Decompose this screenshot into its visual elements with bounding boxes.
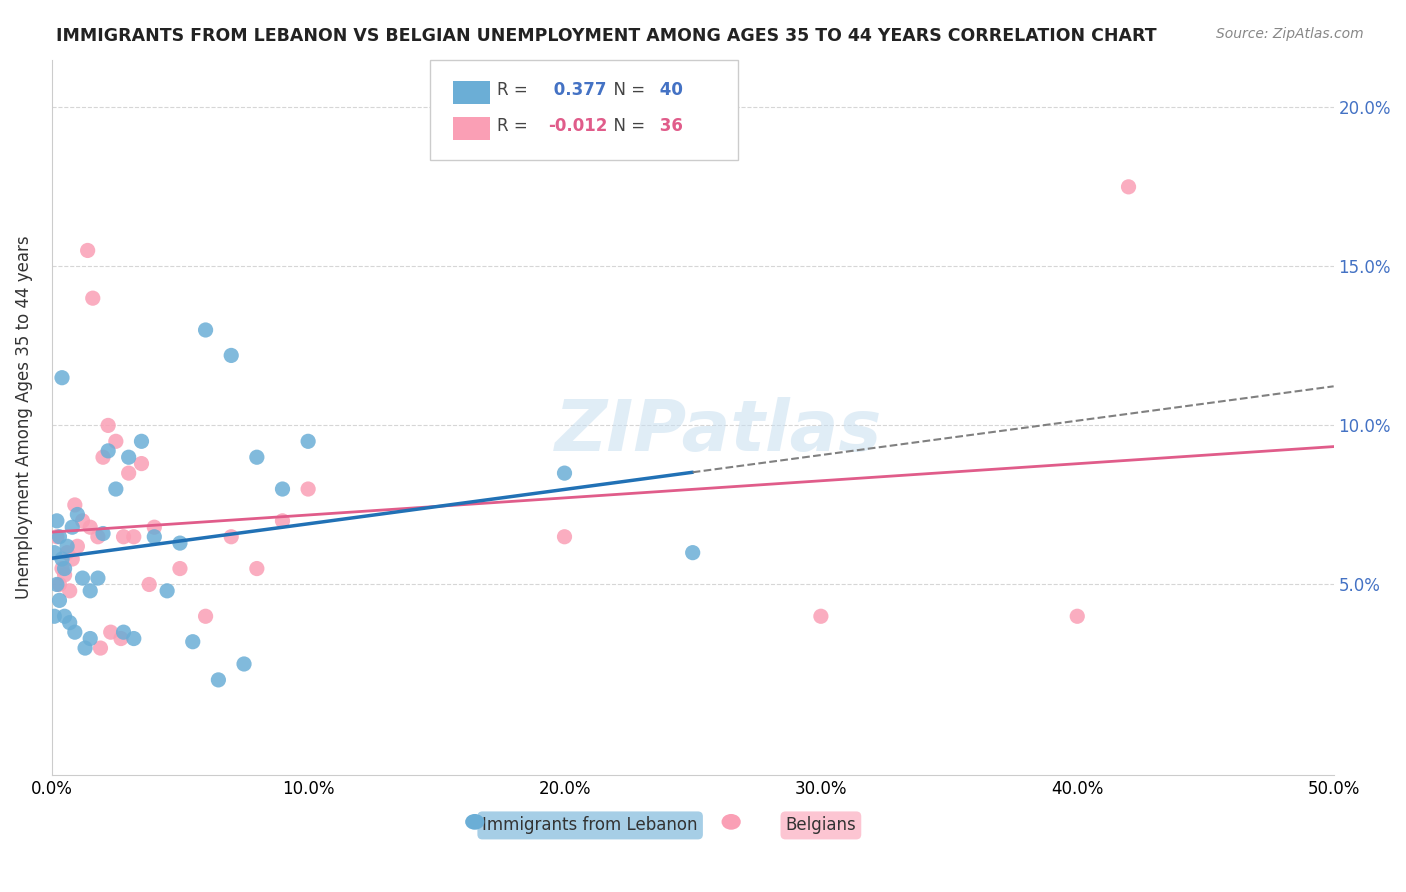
Point (56, 539, 79, 553)
Point (79, 632, 101, 646)
Point (51, 552, 73, 566)
Point (233, 657, 256, 671)
Point (53, 568, 76, 582)
Point (169, 561, 191, 575)
Ellipse shape (465, 814, 485, 830)
Point (48, 593, 70, 607)
Point (97, 443, 120, 458)
Point (118, 466, 141, 480)
FancyBboxPatch shape (430, 60, 738, 160)
Point (181, 634, 204, 648)
Point (156, 583, 179, 598)
Point (246, 561, 269, 575)
Point (66, 539, 89, 553)
Point (271, 482, 294, 496)
Point (122, 632, 145, 646)
Point (44, 609, 66, 624)
Point (48, 530, 70, 544)
Point (112, 625, 135, 640)
Point (56, 546, 79, 560)
Point (104, 482, 127, 496)
Point (112, 530, 135, 544)
Point (682, 546, 704, 560)
Text: N =: N = (603, 117, 645, 136)
Point (219, 530, 242, 544)
Text: N =: N = (603, 81, 645, 99)
FancyBboxPatch shape (453, 81, 491, 104)
Point (143, 530, 166, 544)
Point (53, 609, 76, 624)
Point (51, 561, 73, 575)
Point (91, 450, 114, 465)
Text: Immigrants from Lebanon: Immigrants from Lebanon (482, 816, 697, 834)
FancyBboxPatch shape (453, 117, 491, 140)
Point (66, 508, 89, 522)
Point (207, 673, 229, 687)
Point (44, 546, 66, 560)
Point (79, 583, 101, 598)
Point (91, 526, 114, 541)
Point (553, 466, 575, 480)
Point (110, 632, 132, 646)
Point (810, 609, 832, 624)
Point (97, 418, 120, 433)
Point (100, 625, 122, 640)
Point (63, 625, 86, 640)
Text: R =: R = (496, 117, 527, 136)
Point (131, 434, 153, 449)
Ellipse shape (721, 814, 741, 830)
Point (75, 641, 97, 656)
Point (53, 561, 76, 575)
Point (104, 434, 127, 449)
Text: Source: ZipAtlas.com: Source: ZipAtlas.com (1216, 27, 1364, 41)
Point (82, 291, 104, 305)
Point (246, 450, 269, 465)
Point (87, 571, 110, 585)
Point (60, 552, 83, 566)
Point (51, 370, 73, 384)
Point (1066, 609, 1088, 624)
Point (48, 577, 70, 591)
Text: R =: R = (496, 81, 527, 99)
Point (59, 615, 82, 630)
Point (297, 482, 319, 496)
Point (45, 514, 67, 528)
Point (194, 609, 217, 624)
Text: 40: 40 (654, 81, 683, 99)
Text: Belgians: Belgians (786, 816, 856, 834)
Point (45, 577, 67, 591)
Point (169, 536, 191, 550)
Point (297, 434, 319, 449)
Point (76, 244, 98, 258)
Text: IMMIGRANTS FROM LEBANON VS BELGIAN UNEMPLOYMENT AMONG AGES 35 TO 44 YEARS CORREL: IMMIGRANTS FROM LEBANON VS BELGIAN UNEMP… (56, 27, 1157, 45)
Point (87, 530, 110, 544)
Point (72, 571, 94, 585)
Point (79, 520, 101, 534)
Point (271, 514, 294, 528)
Point (63, 498, 86, 512)
Point (59, 583, 82, 598)
Point (219, 348, 242, 362)
Text: 36: 36 (654, 117, 683, 136)
Point (553, 530, 575, 544)
Point (89, 641, 111, 656)
Point (60, 520, 83, 534)
Point (143, 520, 166, 534)
Y-axis label: Unemployment Among Ages 35 to 44 years: Unemployment Among Ages 35 to 44 years (15, 235, 32, 599)
Point (131, 457, 153, 471)
Point (72, 514, 94, 528)
Text: ZIPatlas: ZIPatlas (554, 397, 882, 467)
Text: 0.377: 0.377 (548, 81, 606, 99)
Point (122, 530, 145, 544)
Point (1118, 179, 1140, 194)
Point (194, 323, 217, 337)
Text: -0.012: -0.012 (548, 117, 607, 136)
Point (45, 530, 67, 544)
Point (138, 577, 160, 591)
Point (118, 450, 141, 465)
